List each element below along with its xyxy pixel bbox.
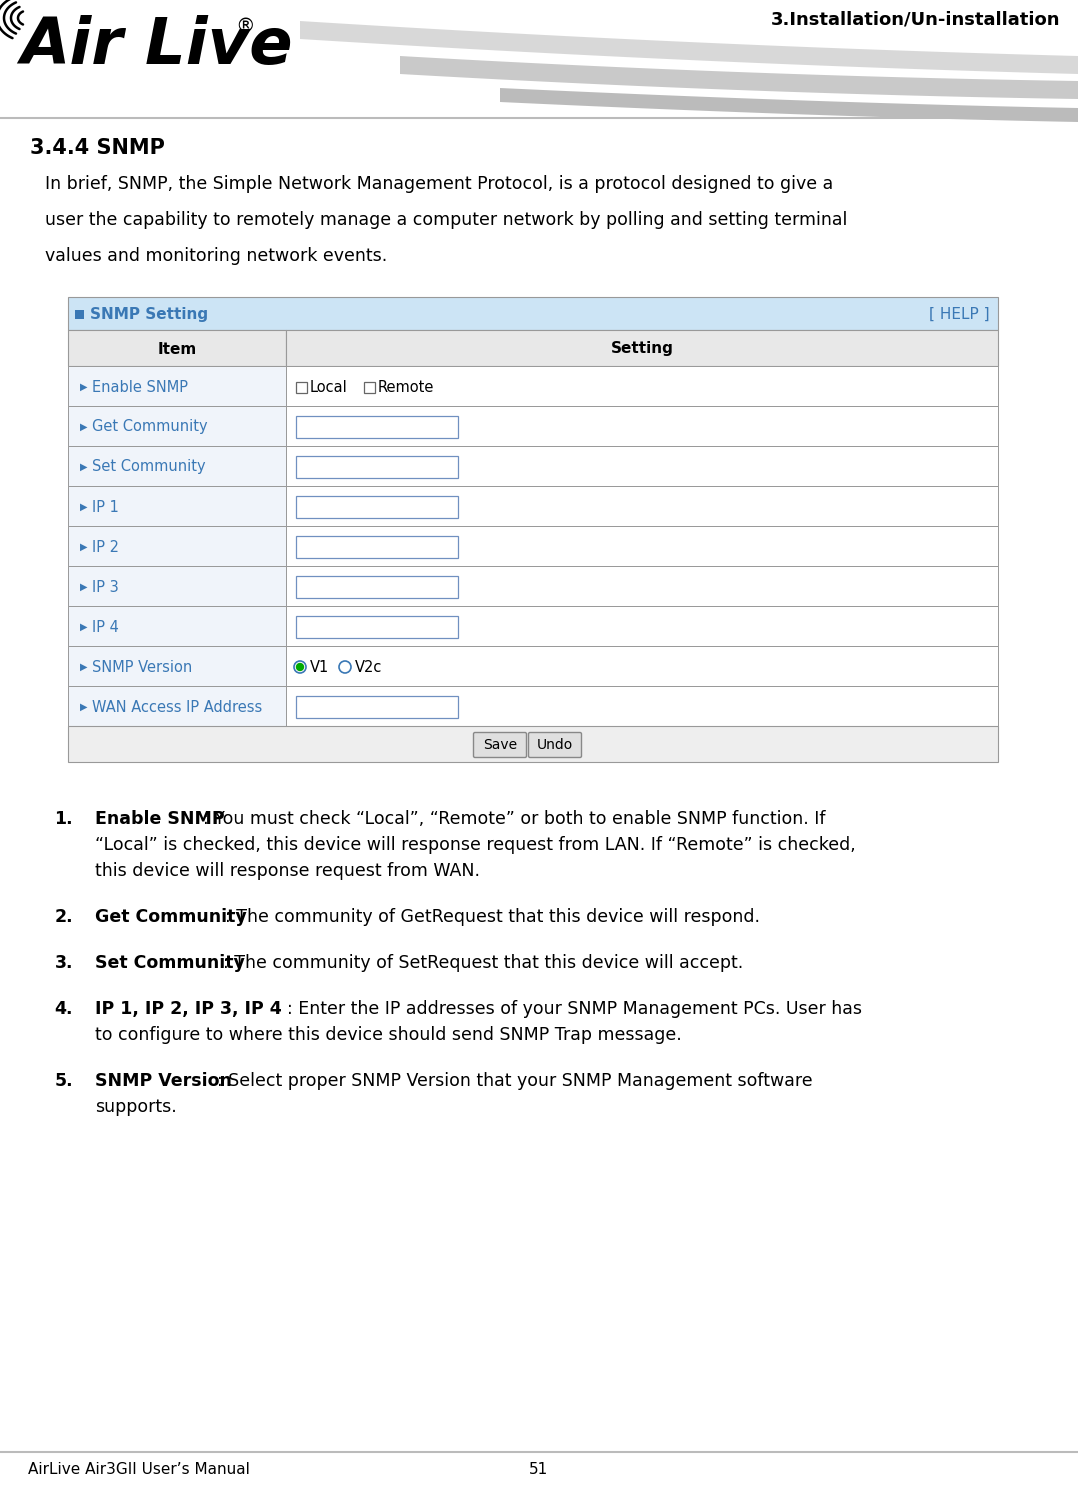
Circle shape <box>296 664 304 670</box>
Text: Local: Local <box>310 380 348 395</box>
Bar <box>68 566 286 606</box>
Text: WAN Access IP Address: WAN Access IP Address <box>92 700 262 715</box>
Text: 3.Installation/Un-installation: 3.Installation/Un-installation <box>771 10 1060 28</box>
Bar <box>296 616 458 637</box>
Polygon shape <box>300 21 1078 74</box>
Text: ®: ® <box>235 16 254 36</box>
Text: supports.: supports. <box>95 1097 177 1115</box>
Text: ▶: ▶ <box>80 622 87 631</box>
Text: values and monitoring network events.: values and monitoring network events. <box>45 247 387 265</box>
Bar <box>296 496 458 518</box>
Text: Item: Item <box>157 341 196 356</box>
Text: In brief, SNMP, the Simple Network Management Protocol, is a protocol designed t: In brief, SNMP, the Simple Network Manag… <box>45 176 833 194</box>
Bar <box>68 331 286 366</box>
Text: user the capability to remotely manage a computer network by polling and setting: user the capability to remotely manage a… <box>45 211 847 229</box>
Bar <box>68 296 998 331</box>
Bar <box>286 331 998 366</box>
Text: IP 4: IP 4 <box>92 619 119 634</box>
Text: ▶: ▶ <box>80 701 87 712</box>
Circle shape <box>294 661 306 673</box>
FancyBboxPatch shape <box>528 733 581 758</box>
Text: IP 1: IP 1 <box>92 499 119 515</box>
Text: 4.: 4. <box>55 1001 73 1018</box>
Text: 1.: 1. <box>54 810 73 828</box>
Bar <box>286 646 998 686</box>
Text: Remote: Remote <box>378 380 434 395</box>
Text: ▶: ▶ <box>80 383 87 392</box>
Bar <box>286 485 998 526</box>
Text: Enable SNMP: Enable SNMP <box>92 380 188 395</box>
Bar <box>286 366 998 406</box>
Text: ▶: ▶ <box>80 582 87 593</box>
Polygon shape <box>500 88 1078 122</box>
Bar <box>286 566 998 606</box>
Text: Save: Save <box>483 739 517 752</box>
Text: ▶: ▶ <box>80 663 87 672</box>
Bar <box>364 381 375 393</box>
Text: IP 2: IP 2 <box>92 539 119 554</box>
FancyBboxPatch shape <box>473 733 526 758</box>
Bar <box>68 686 286 727</box>
Text: SNMP Version: SNMP Version <box>95 1072 232 1090</box>
Text: 51: 51 <box>529 1462 549 1477</box>
Bar <box>286 406 998 447</box>
Bar <box>296 695 458 718</box>
Bar <box>296 536 458 558</box>
Text: Get Community: Get Community <box>95 908 247 926</box>
Text: Air Live: Air Live <box>20 15 292 77</box>
Text: : Select proper SNMP Version that your SNMP Management software: : Select proper SNMP Version that your S… <box>217 1072 813 1090</box>
Bar <box>286 606 998 646</box>
Bar <box>68 526 286 566</box>
Text: SNMP Setting: SNMP Setting <box>89 307 208 322</box>
Text: Enable SNMP: Enable SNMP <box>95 810 224 828</box>
Text: IP 1, IP 2, IP 3, IP 4: IP 1, IP 2, IP 3, IP 4 <box>95 1001 281 1018</box>
Polygon shape <box>400 57 1078 98</box>
Text: ▶: ▶ <box>80 502 87 512</box>
Bar <box>286 686 998 727</box>
Text: ▶: ▶ <box>80 462 87 472</box>
Bar <box>68 485 286 526</box>
Text: “Local” is checked, this device will response request from LAN. If “Remote” is c: “Local” is checked, this device will res… <box>95 835 856 855</box>
Bar <box>68 606 286 646</box>
Text: Setting: Setting <box>610 341 674 356</box>
Bar <box>75 310 84 319</box>
Text: to configure to where this device should send SNMP Trap message.: to configure to where this device should… <box>95 1026 681 1044</box>
Text: : The community of SetRequest that this device will accept.: : The community of SetRequest that this … <box>223 954 743 972</box>
Bar <box>68 727 998 762</box>
Text: : You must check “Local”, “Remote” or both to enable SNMP function. If: : You must check “Local”, “Remote” or bo… <box>203 810 826 828</box>
Text: 2.: 2. <box>54 908 73 926</box>
Bar <box>68 406 286 447</box>
Text: Set Community: Set Community <box>95 954 245 972</box>
Text: this device will response request from WAN.: this device will response request from W… <box>95 862 480 880</box>
Text: 5.: 5. <box>54 1072 73 1090</box>
Text: SNMP Version: SNMP Version <box>92 660 192 675</box>
Text: [ HELP ]: [ HELP ] <box>929 307 990 322</box>
Text: ▶: ▶ <box>80 542 87 552</box>
Bar <box>286 447 998 485</box>
Bar <box>296 415 458 438</box>
Circle shape <box>338 661 351 673</box>
Text: V2c: V2c <box>355 660 383 675</box>
Bar <box>286 526 998 566</box>
Text: 3.4.4 SNMP: 3.4.4 SNMP <box>30 138 165 158</box>
Text: Get Community: Get Community <box>92 420 208 435</box>
Bar <box>68 366 286 406</box>
Text: 3.: 3. <box>55 954 73 972</box>
Text: : The community of GetRequest that this device will respond.: : The community of GetRequest that this … <box>225 908 760 926</box>
Bar <box>68 447 286 485</box>
Text: V1: V1 <box>310 660 329 675</box>
Bar <box>68 646 286 686</box>
Bar <box>296 576 458 599</box>
Text: Set Community: Set Community <box>92 460 206 475</box>
Text: ▶: ▶ <box>80 421 87 432</box>
Text: IP 3: IP 3 <box>92 579 119 594</box>
Text: : Enter the IP addresses of your SNMP Management PCs. User has: : Enter the IP addresses of your SNMP Ma… <box>287 1001 862 1018</box>
Bar <box>296 456 458 478</box>
Text: AirLive Air3GII User’s Manual: AirLive Air3GII User’s Manual <box>28 1462 250 1477</box>
Bar <box>296 381 307 393</box>
Text: Undo: Undo <box>537 739 573 752</box>
